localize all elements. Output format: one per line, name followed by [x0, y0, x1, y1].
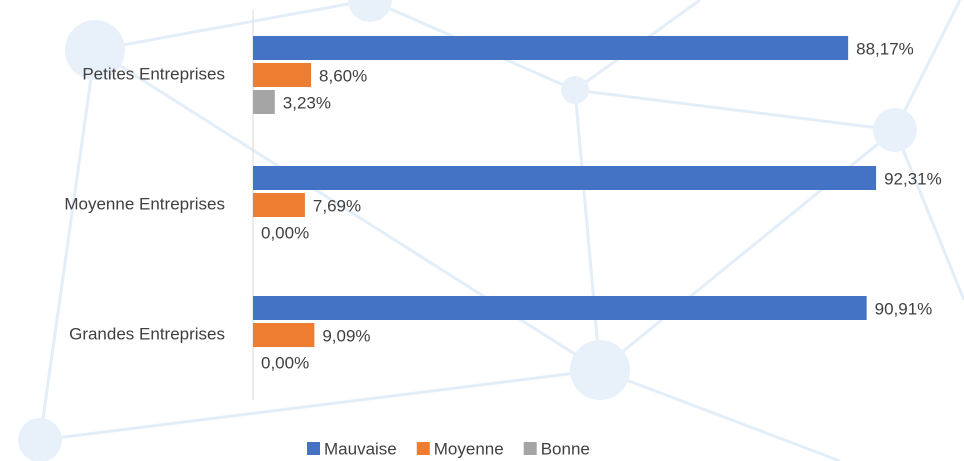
legend-label: Moyenne — [434, 439, 504, 458]
bar — [253, 36, 849, 60]
y-tick-label: Petites Entreprises — [82, 64, 225, 83]
y-tick-label: Moyenne Entreprises — [64, 194, 225, 213]
bar — [253, 63, 312, 87]
bar — [253, 323, 315, 347]
data-label: 3,23% — [283, 93, 331, 112]
data-label: 7,69% — [313, 196, 361, 215]
legend-swatch — [307, 442, 320, 455]
bar — [253, 90, 275, 114]
bar — [253, 166, 877, 190]
y-tick-label: Grandes Entreprises — [69, 324, 225, 343]
background-decoration — [18, 0, 964, 461]
data-label: 9,09% — [322, 326, 370, 345]
legend-swatch — [416, 442, 430, 455]
data-label: 8,60% — [319, 66, 367, 85]
legend-swatch — [523, 442, 537, 455]
data-label: 0,00% — [261, 353, 309, 372]
data-label: 90,91% — [875, 299, 933, 318]
data-label: 88,17% — [856, 39, 914, 58]
data-label: 0,00% — [261, 223, 309, 242]
data-label: 92,31% — [884, 169, 942, 188]
bar — [253, 296, 867, 320]
bar — [253, 193, 305, 217]
legend-label: Mauvaise — [324, 439, 397, 458]
legend-label: Bonne — [541, 439, 590, 458]
